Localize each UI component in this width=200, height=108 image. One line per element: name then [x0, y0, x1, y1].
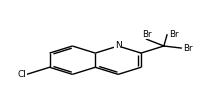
Text: Cl: Cl: [18, 70, 27, 79]
Text: Br: Br: [182, 44, 192, 53]
Text: Br: Br: [168, 30, 178, 39]
Text: N: N: [114, 41, 121, 51]
Text: Br: Br: [141, 30, 150, 39]
